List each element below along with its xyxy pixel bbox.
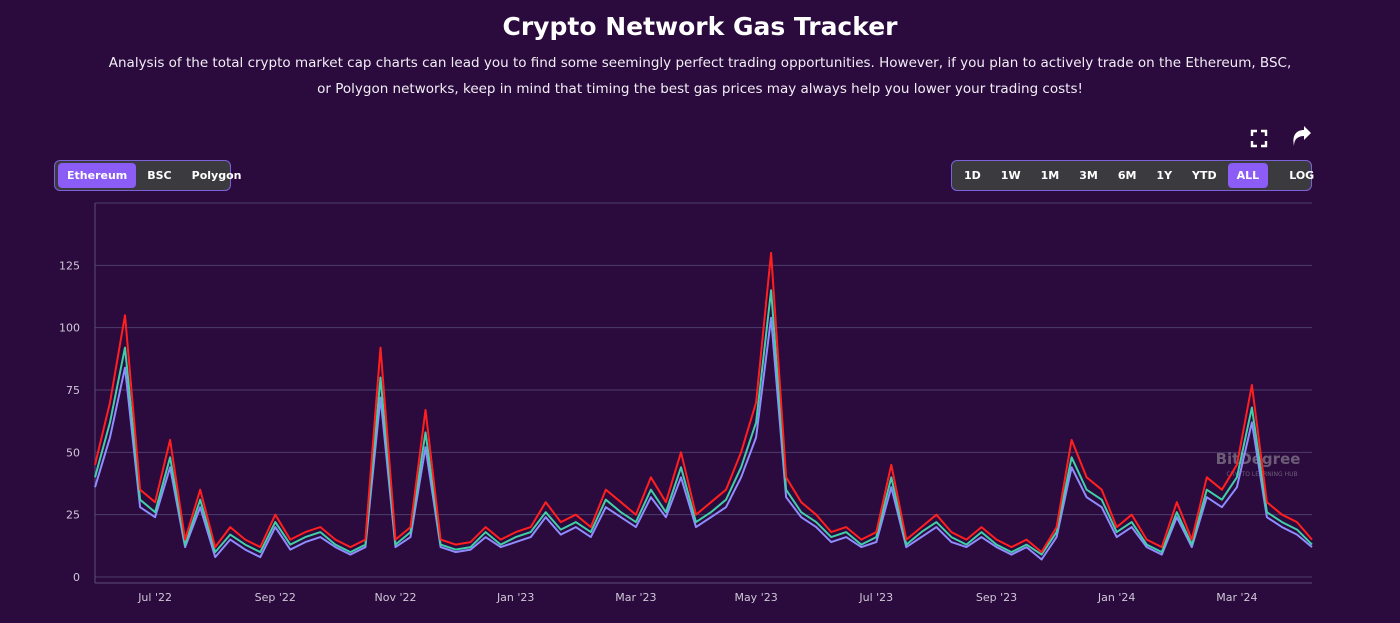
x-tick-label: Jul '22 [137,591,172,604]
x-tick-label: Mar '23 [615,591,656,604]
network-button[interactable]: BSC [147,169,172,182]
subtitle: Analysis of the total crypto market cap … [108,55,1292,71]
range-button[interactable]: 3M [1079,169,1098,182]
range-button[interactable]: 1W [1000,169,1021,182]
x-tick-label: Jan '23 [496,591,534,604]
x-tick-label: Jan '24 [1097,591,1135,604]
x-tick-label: Mar '24 [1216,591,1257,604]
series-line [94,316,1313,561]
x-tick-label: Jul '23 [858,591,893,604]
x-tick-label: Sep '22 [255,591,296,604]
range-button[interactable]: ALL [1227,163,1269,188]
range-button[interactable]: 1M [1040,169,1060,182]
y-tick-label: 25 [66,509,80,522]
network-selector: Ethereum BSC Polygon [54,160,241,191]
network-button[interactable]: Polygon [191,169,242,182]
range-button[interactable]: 6M [1117,169,1137,182]
range-button[interactable]: YTD [1192,169,1217,182]
y-tick-label: 100 [59,322,80,335]
series-line [94,251,1313,554]
range-selector: 1D 1W 1M 3M 6M 1Y YTD ALL LOG [951,160,1314,191]
y-tick-label: 50 [66,446,80,459]
x-tick-label: Sep '23 [976,591,1017,604]
network-button[interactable]: Ethereum [58,163,137,188]
range-button[interactable]: 1Y [1156,169,1173,182]
range-button[interactable]: 1D [964,169,981,182]
x-tick-label: Nov '22 [374,591,416,604]
log-button[interactable]: LOG [1289,169,1315,182]
x-tick-label: May '23 [734,591,777,604]
subtitle: or Polygon networks, keep in mind that t… [317,81,1083,97]
page-title: Crypto Network Gas Tracker [502,12,898,41]
series-line [94,289,1313,556]
y-tick-label: 75 [66,384,80,397]
y-tick-label: 125 [59,259,80,272]
y-tick-label: 0 [73,571,80,584]
